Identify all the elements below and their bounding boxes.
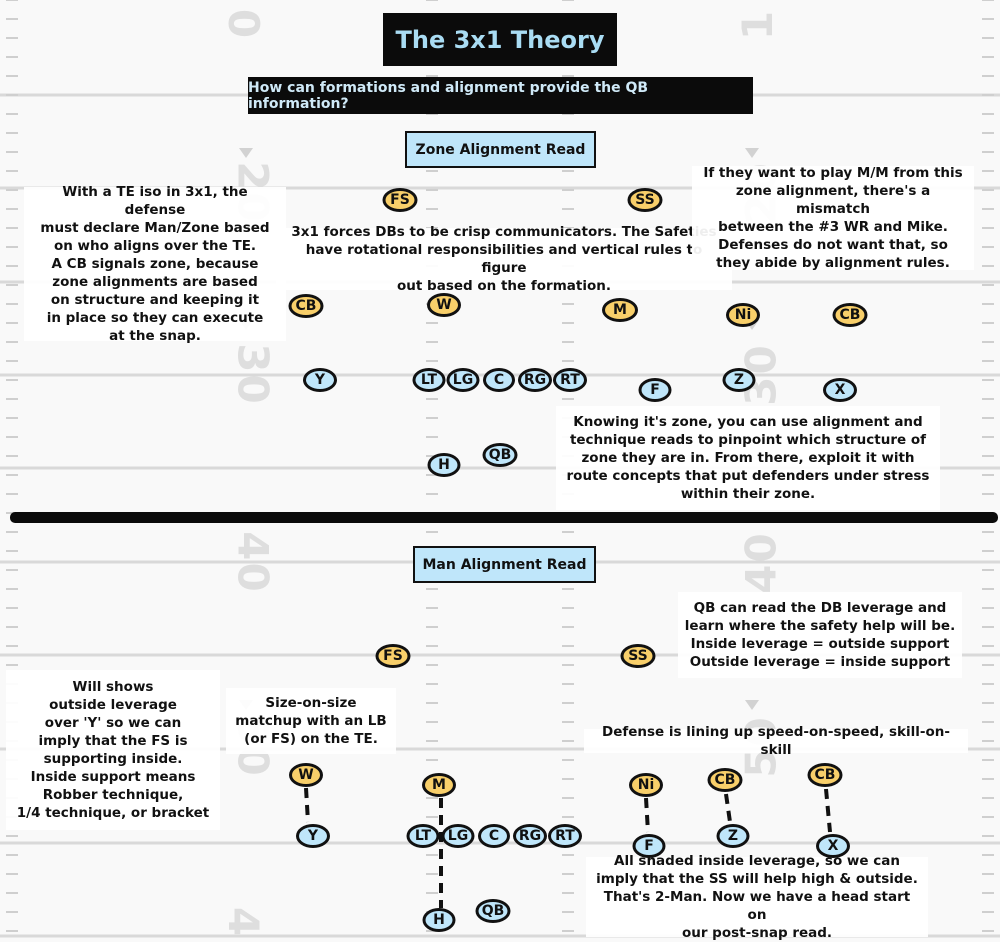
man-left-tackle: LT xyxy=(406,824,440,848)
man-defender-cb-x: CB xyxy=(807,763,843,787)
man-left-guard: LG xyxy=(441,824,475,848)
page-subtitle: How can formations and alignment provide… xyxy=(248,77,753,114)
yard-arrow xyxy=(745,700,759,710)
section-divider xyxy=(10,512,998,523)
yard-number-left-40: 40 xyxy=(228,531,278,594)
man-receiver-z: Z xyxy=(716,824,750,848)
zone-defender-ss: SS xyxy=(627,188,663,212)
zone-note-te-iso: With a TE iso in 3x1, the defense must d… xyxy=(24,184,286,344)
man-quarterback: QB xyxy=(475,899,511,923)
man-note-speed: Defense is lining up speed-on-speed, ski… xyxy=(584,724,968,758)
man-note-size: Size-on-size matchup with an LB (or FS) … xyxy=(226,688,396,754)
yard-number-right-1: 1 xyxy=(733,8,783,41)
zone-section-label: Zone Alignment Read xyxy=(405,131,596,168)
man-defender-ss: SS xyxy=(620,644,656,668)
zone-defender-will: W xyxy=(427,293,461,317)
man-receiver-x: X xyxy=(816,834,850,858)
man-note-leverage: QB can read the DB leverage and learn wh… xyxy=(678,592,962,678)
man-center: C xyxy=(478,824,510,848)
zone-receiver-z: Z xyxy=(722,368,756,392)
man-matchup-link xyxy=(724,793,732,823)
man-defender-cb-z: CB xyxy=(707,768,743,792)
yard-number-right-40: 40 xyxy=(736,531,786,594)
man-matchup-link xyxy=(644,797,650,833)
man-defender-fs: FS xyxy=(375,644,411,668)
zone-defender-mike: M xyxy=(602,298,638,322)
zone-running-back-h: H xyxy=(427,453,461,477)
man-right-guard: RG xyxy=(513,824,547,848)
zone-left-guard: LG xyxy=(446,368,480,392)
zone-receiver-f: F xyxy=(638,378,672,402)
zone-defender-cb-right: CB xyxy=(832,303,868,327)
zone-quarterback: QB xyxy=(482,443,518,467)
zone-receiver-x: X xyxy=(823,378,857,402)
zone-note-db-communication: 3x1 forces DBs to be crisp communicators… xyxy=(276,224,732,294)
man-right-tackle: RT xyxy=(548,824,582,848)
zone-tight-end-y: Y xyxy=(303,368,337,392)
man-running-back-h: H xyxy=(422,908,456,932)
man-defender-nickel: Ni xyxy=(629,773,663,797)
man-note-two-man: All shaded inside leverage, so we can im… xyxy=(586,853,928,941)
yard-arrow xyxy=(239,148,253,158)
zone-defender-nickel: Ni xyxy=(726,303,760,327)
zone-defender-fs: FS xyxy=(382,188,418,212)
yard-number-left-30: 30 xyxy=(228,343,278,406)
man-tight-end-y: Y xyxy=(296,824,330,848)
page-title: The 3x1 Theory xyxy=(383,13,617,66)
zone-center: C xyxy=(483,368,515,392)
man-section-label: Man Alignment Read xyxy=(413,546,596,583)
man-receiver-f: F xyxy=(632,834,666,858)
yard-number-left-0: 0 xyxy=(219,8,269,41)
zone-left-tackle: LT xyxy=(412,368,446,392)
man-matchup-link xyxy=(824,788,832,833)
zone-defender-cb-left: CB xyxy=(288,294,324,318)
man-defender-mike: M xyxy=(422,773,456,797)
zone-note-mm-mismatch: If they want to play M/M from this zone … xyxy=(692,165,974,271)
man-defender-will: W xyxy=(289,763,323,787)
yard-arrow xyxy=(745,148,759,158)
zone-right-tackle: RT xyxy=(553,368,587,392)
man-note-will: Will shows outside leverage over 'Y' so … xyxy=(6,670,220,830)
yard-number-left-4: 4 xyxy=(219,906,269,939)
zone-right-guard: RG xyxy=(518,368,552,392)
man-matchup-link xyxy=(304,787,310,823)
zone-note-read: Knowing it's zone, you can use alignment… xyxy=(556,406,940,510)
